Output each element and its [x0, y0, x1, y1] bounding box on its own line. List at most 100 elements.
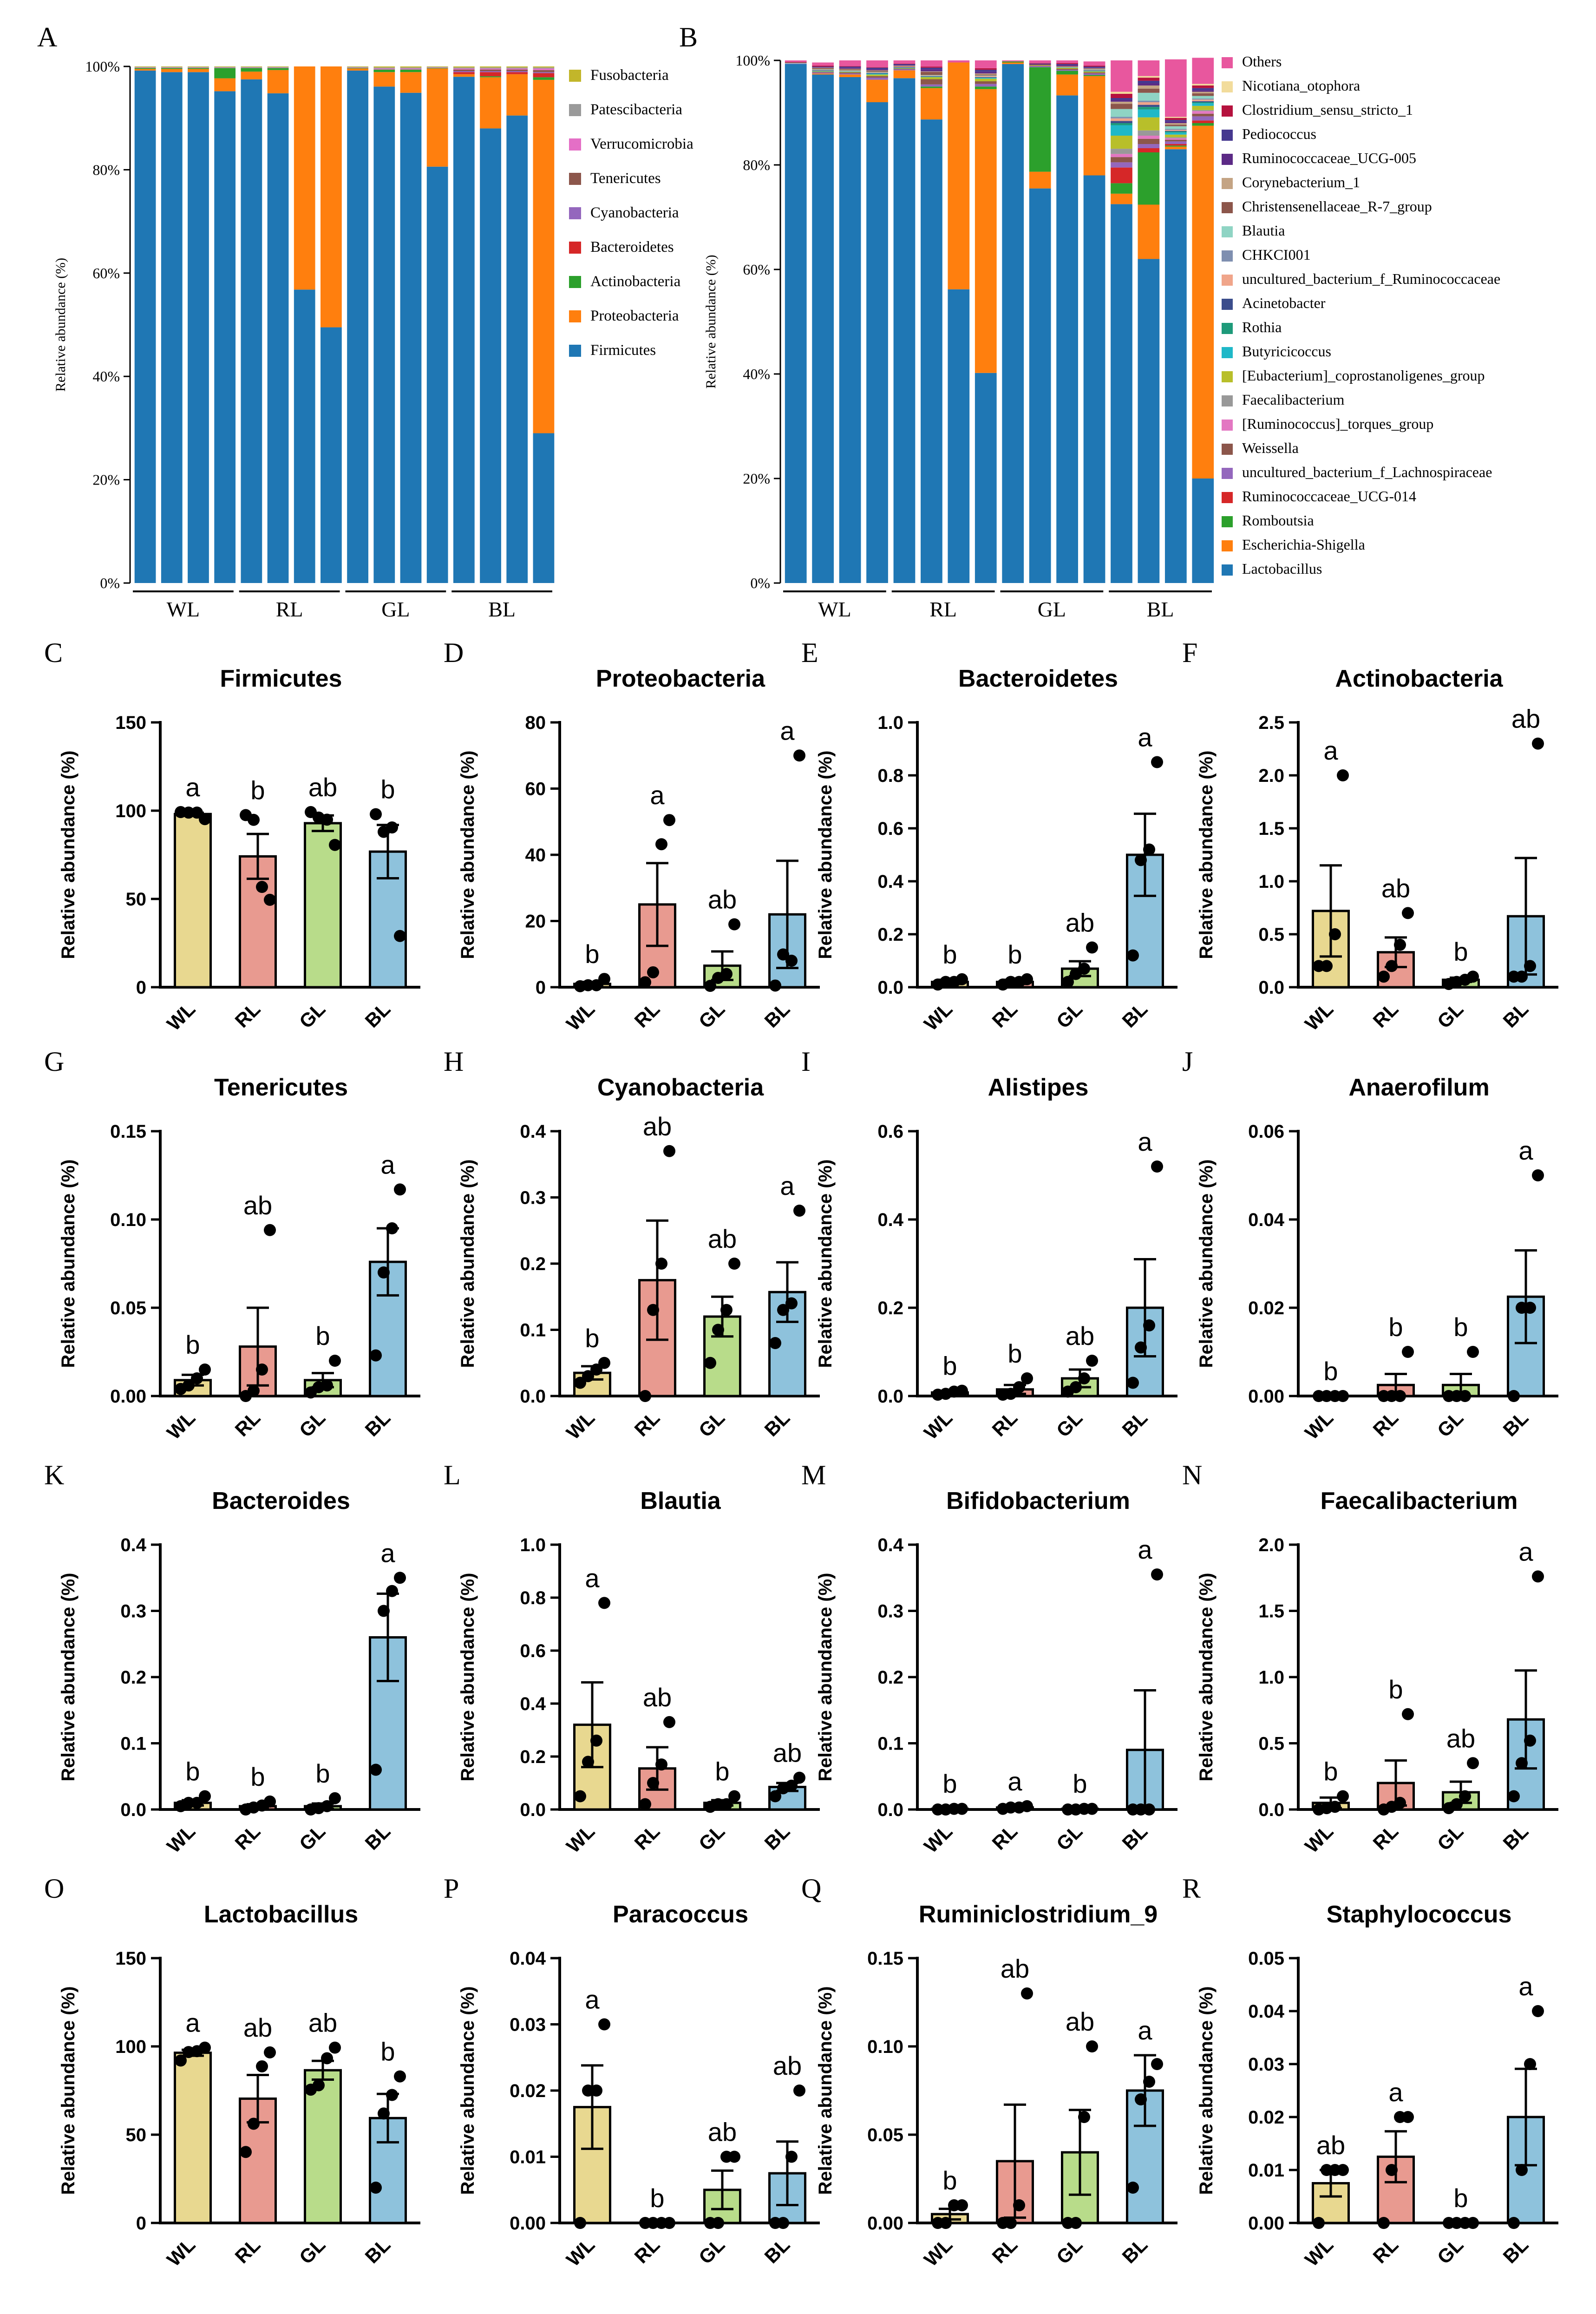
legend-label: Verrucomicrobia	[590, 136, 693, 152]
x-tick-label: WL	[1301, 998, 1337, 1035]
stack-segment	[975, 79, 997, 81]
data-point	[1386, 960, 1398, 972]
panel-letter: O	[44, 1873, 64, 1904]
stack-segment	[134, 70, 156, 583]
data-point	[329, 839, 341, 851]
chart-title: Bifidobacterium	[946, 1488, 1130, 1514]
stack-segment	[1056, 74, 1078, 96]
bar-chart-d: D Proteobacteria Relative abundance (%) 0 20…	[444, 637, 820, 1035]
y-tick-label: 0.05	[867, 2125, 903, 2145]
stack-segment	[1164, 145, 1187, 147]
x-tick-label: GL	[694, 1820, 729, 1855]
stack-segment	[1111, 92, 1132, 94]
x-tick-label: GL	[295, 2234, 329, 2268]
stack-segment	[373, 69, 395, 72]
significance-letter: a	[1388, 2078, 1403, 2107]
data-point	[1467, 1346, 1479, 1358]
significance-letter: ab	[1511, 704, 1540, 734]
data-point	[256, 881, 268, 893]
stack-segment	[267, 70, 289, 93]
legend-label: Patescibacteria	[590, 101, 682, 118]
stack-segment	[893, 65, 916, 66]
data-point	[370, 808, 382, 820]
y-tick-label: 40%	[743, 366, 770, 382]
stack-segment	[1111, 100, 1132, 102]
stack-segment	[347, 68, 368, 71]
stack-segment	[1083, 61, 1105, 66]
data-point	[720, 968, 733, 980]
x-tick-label: RL	[231, 2234, 265, 2268]
stack-segment	[134, 69, 156, 71]
x-tick-label: GL	[1052, 1820, 1086, 1855]
stack-segment	[1029, 67, 1051, 172]
stack-segment	[1111, 118, 1132, 121]
stack-segment	[839, 60, 861, 66]
x-tick-label: WL	[1301, 1820, 1337, 1857]
x-tick-label: RL	[231, 1407, 265, 1441]
data-point	[1337, 1790, 1349, 1803]
stack-segment	[267, 67, 289, 68]
data-point	[769, 1790, 781, 1803]
stack-segment	[1002, 64, 1024, 583]
y-tick-label: 0.1	[120, 1734, 146, 1754]
y-tick-label: 0.4	[120, 1535, 146, 1555]
data-point	[728, 1258, 740, 1270]
data-point	[793, 1205, 805, 1217]
significance-letter: a	[585, 1985, 600, 2014]
data-point	[639, 1798, 651, 1810]
data-point	[1402, 1708, 1414, 1720]
y-tick-label: 100	[115, 2037, 146, 2057]
stack-segment	[241, 67, 262, 68]
legend-label: Weissella	[1242, 439, 1299, 456]
stack-segment	[1138, 148, 1160, 152]
bar-bl	[1507, 1295, 1545, 1397]
data-point	[386, 821, 398, 834]
stack-segment	[426, 66, 448, 67]
stack-segment	[347, 70, 368, 583]
legend-label: Corynebacterium_1	[1242, 174, 1360, 190]
x-tick-label: GL	[1433, 1820, 1467, 1855]
stack-segment	[1029, 65, 1051, 66]
panel-letter: R	[1182, 1873, 1201, 1904]
significance-letter: b	[942, 2166, 957, 2195]
y-tick-label: 40	[525, 845, 546, 865]
legend-swatch	[1222, 516, 1233, 527]
data-point	[1532, 737, 1544, 750]
x-tick-label: BL	[1118, 1820, 1152, 1854]
stack-segment	[893, 68, 916, 69]
stack-segment	[373, 72, 395, 87]
chart-title: Actinobacteria	[1335, 665, 1503, 692]
x-tick-label: GL	[295, 998, 329, 1032]
y-axis-label: Relative abundance (%)	[815, 1159, 836, 1368]
data-point	[655, 838, 667, 851]
stack-segment	[1138, 105, 1160, 107]
stack-segment	[188, 72, 209, 583]
chart-title: Alistipes	[988, 1074, 1089, 1101]
significance-letter: a	[585, 1563, 600, 1593]
stack-segment	[1111, 123, 1132, 125]
x-tick-label: RL	[231, 998, 265, 1032]
significance-letter: b	[185, 1757, 200, 1786]
significance-letter: ab	[243, 2013, 272, 2042]
stack-segment	[839, 77, 861, 583]
stack-segment	[161, 66, 183, 67]
stack-segment	[1164, 149, 1187, 583]
stack-segment	[1002, 60, 1024, 62]
stack-segment	[1083, 66, 1105, 68]
panel-letter: G	[44, 1046, 64, 1077]
legend-label: CHKCI001	[1242, 246, 1311, 263]
stack-segment	[1138, 136, 1160, 139]
stack-segment	[1164, 131, 1187, 133]
data-point	[574, 1790, 586, 1803]
data-point	[321, 813, 333, 826]
y-axis-label: Relative abundance (%)	[815, 1986, 836, 2195]
data-point	[940, 976, 952, 988]
data-point	[1135, 854, 1147, 866]
legend-swatch	[1222, 492, 1233, 503]
legend-label: Actinobacteria	[590, 273, 681, 290]
legend-label: Faecalibacterium	[1242, 391, 1344, 408]
data-point	[1524, 2058, 1536, 2070]
x-tick-label: BL	[760, 1820, 794, 1854]
stacked-chart-b: B Relative abundance (%) 0% 20% 40% 60% 80% 100…	[679, 22, 1500, 621]
